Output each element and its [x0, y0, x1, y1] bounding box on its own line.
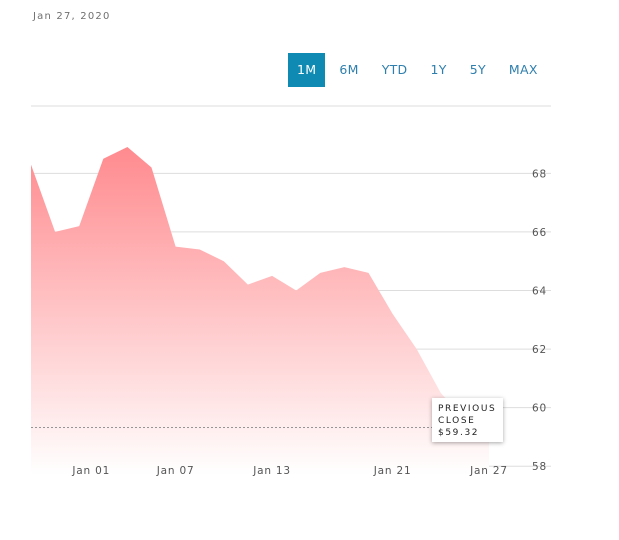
range-button-5y[interactable]: 5Y: [469, 62, 486, 77]
y-tick-label: 66: [532, 227, 547, 239]
time-range-selector: 1M 6M YTD 1Y 5Y MAX: [288, 53, 547, 87]
chart-date-label: Jan 27, 2020: [33, 11, 111, 22]
range-button-max[interactable]: MAX: [508, 62, 538, 77]
tooltip-label-line2: CLOSE: [438, 416, 475, 426]
y-tick-label: 64: [532, 286, 547, 298]
tooltip-label-line1: PREVIOUS: [438, 404, 496, 414]
x-tick-label: Jan 21: [373, 465, 412, 477]
x-tick-label: Jan 27: [469, 465, 508, 477]
range-button-1m[interactable]: 1M: [288, 53, 326, 87]
range-button-ytd[interactable]: YTD: [381, 62, 408, 77]
x-axis: Jan 01 Jan 07 Jan 13 Jan 21 Jan 27: [71, 465, 507, 477]
range-button-1y[interactable]: 1Y: [430, 62, 447, 77]
range-button-6m[interactable]: 6M: [339, 62, 359, 77]
y-tick-label: 62: [532, 344, 547, 356]
previous-close-tooltip: PREVIOUS CLOSE $59.32: [432, 398, 503, 442]
y-tick-label: 60: [532, 403, 547, 415]
y-axis: 58 60 62 64 66 68: [532, 168, 547, 473]
x-tick-label: Jan 01: [71, 465, 110, 477]
y-tick-label: 68: [532, 168, 547, 180]
x-tick-label: Jan 13: [252, 465, 291, 477]
tooltip-box: [432, 398, 503, 442]
x-tick-label: Jan 07: [156, 465, 195, 477]
tooltip-value: $59.32: [438, 428, 479, 438]
price-area: [31, 147, 489, 475]
y-tick-label: 58: [532, 461, 547, 473]
